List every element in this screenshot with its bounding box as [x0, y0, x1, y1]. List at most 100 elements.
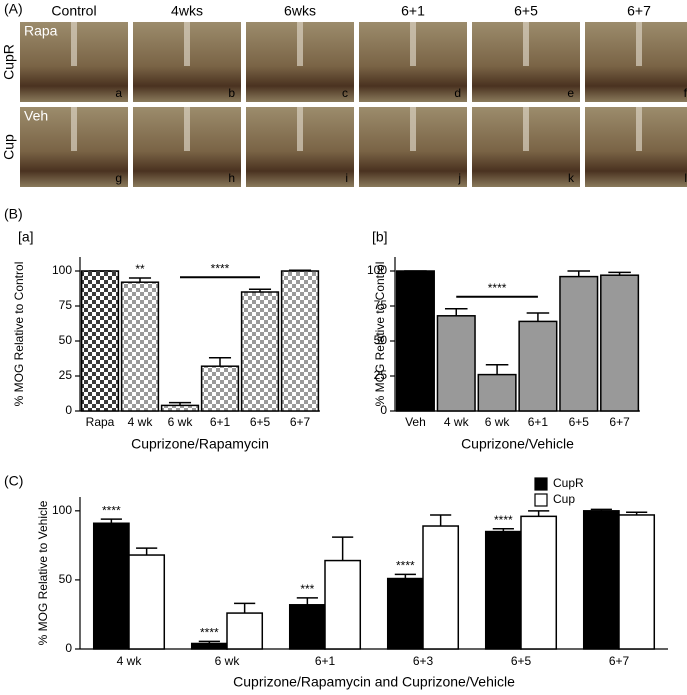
row-label: Cup: [1, 134, 17, 160]
column-header: 6wks: [284, 3, 316, 19]
x-tick-label: 4 wk: [128, 415, 154, 429]
x-tick-label: 6+5: [511, 654, 532, 668]
significance-label: **: [135, 262, 145, 276]
y-tick-label: 50: [374, 333, 388, 347]
x-tick-label: 6+3: [413, 654, 434, 668]
x-tick-label: Veh: [405, 415, 426, 429]
significance-label: ***: [300, 582, 314, 596]
bar: [559, 275, 599, 412]
x-tick-label: 4 wk: [444, 415, 470, 429]
bar: [226, 612, 264, 650]
image-letter: a: [115, 86, 122, 100]
image-letter: h: [228, 171, 235, 185]
midline: [636, 107, 642, 151]
bar: [324, 559, 362, 650]
x-axis-label: Cuprizone/Vehicle: [461, 436, 574, 452]
bar: [436, 315, 476, 412]
image-letter: f: [684, 86, 687, 100]
x-tick-label: 6+7: [290, 415, 311, 429]
x-tick-label: 6 wk: [168, 415, 194, 429]
bar: [395, 270, 435, 412]
y-tick-label: 0: [380, 403, 387, 417]
midline: [636, 22, 642, 66]
x-tick-label: 6+5: [250, 415, 271, 429]
row-label: CupR: [1, 44, 17, 80]
midline: [523, 107, 529, 151]
y-axis-label: % MOG Relative to Control: [373, 262, 387, 407]
image-letter: l: [684, 171, 687, 185]
y-tick-label: 75: [59, 298, 73, 312]
image-letter: e: [567, 86, 574, 100]
column-header: Control: [51, 3, 96, 19]
significance-label: ****: [488, 281, 507, 295]
bar: [477, 373, 517, 412]
bar: [422, 525, 460, 650]
x-axis-label: Cuprizone/Rapamycin: [131, 436, 269, 452]
y-tick-label: 50: [59, 333, 73, 347]
bar: [128, 554, 166, 650]
bar: [190, 642, 228, 650]
bar: [280, 270, 320, 412]
midline: [184, 107, 190, 151]
y-axis-label: % MOG Relative to Control: [12, 262, 26, 407]
x-tick-label: 6+1: [528, 415, 549, 429]
x-tick-label: 6 wk: [215, 654, 241, 668]
y-tick-label: 0: [65, 403, 72, 417]
bar: [582, 510, 620, 650]
image-letter: b: [228, 86, 235, 100]
panel-label: (C): [4, 473, 23, 489]
bar: [160, 404, 200, 412]
x-axis-label: Cuprizone/Rapamycin and Cuprizone/Vehicl…: [233, 674, 515, 690]
image-letter: c: [342, 86, 348, 100]
midline: [523, 22, 529, 66]
y-tick-label: 100: [52, 263, 72, 277]
significance-label: ****: [396, 559, 415, 573]
image-letter: j: [457, 171, 461, 185]
image-letter: d: [454, 86, 461, 100]
y-tick-label: 75: [374, 298, 388, 312]
midline: [410, 22, 416, 66]
bar: [288, 604, 326, 650]
x-tick-label: 4 wk: [117, 654, 143, 668]
y-tick-label: 0: [65, 641, 72, 655]
bar: [484, 530, 522, 650]
column-header: 6+7: [627, 3, 651, 19]
subpanel-label: [b]: [372, 229, 388, 245]
midline: [71, 107, 77, 151]
midline: [410, 107, 416, 151]
x-tick-label: 6 wk: [485, 415, 511, 429]
bar: [518, 320, 558, 412]
image-tag: Rapa: [24, 23, 58, 39]
y-axis-label: % MOG Relative to Vehicle: [36, 500, 50, 645]
panel-label: (A): [4, 1, 23, 17]
midline: [184, 22, 190, 66]
significance-label: ****: [102, 503, 121, 517]
x-tick-label: 6+7: [609, 415, 630, 429]
subpanel-label: [a]: [18, 229, 34, 245]
bar: [92, 522, 130, 650]
significance-label: ****: [200, 626, 219, 640]
bar: [200, 365, 240, 412]
image-letter: g: [115, 171, 122, 185]
column-header: 6+1: [401, 3, 425, 19]
bar: [618, 514, 656, 650]
bar: [80, 270, 120, 412]
image-letter: i: [345, 171, 348, 185]
bar: [240, 291, 280, 412]
midline: [297, 107, 303, 151]
x-tick-label: 6+1: [315, 654, 336, 668]
column-header: 4wks: [171, 3, 203, 19]
x-tick-label: 6+5: [569, 415, 590, 429]
legend-swatch: [534, 493, 548, 507]
midline: [297, 22, 303, 66]
bar: [120, 281, 160, 412]
y-tick-label: 50: [59, 572, 73, 586]
image-letter: k: [568, 171, 575, 185]
midline: [71, 22, 77, 66]
image-tag: Veh: [24, 108, 48, 124]
bar: [386, 577, 424, 650]
bar: [600, 274, 640, 412]
column-header: 6+5: [514, 3, 538, 19]
legend-swatch: [534, 477, 548, 491]
